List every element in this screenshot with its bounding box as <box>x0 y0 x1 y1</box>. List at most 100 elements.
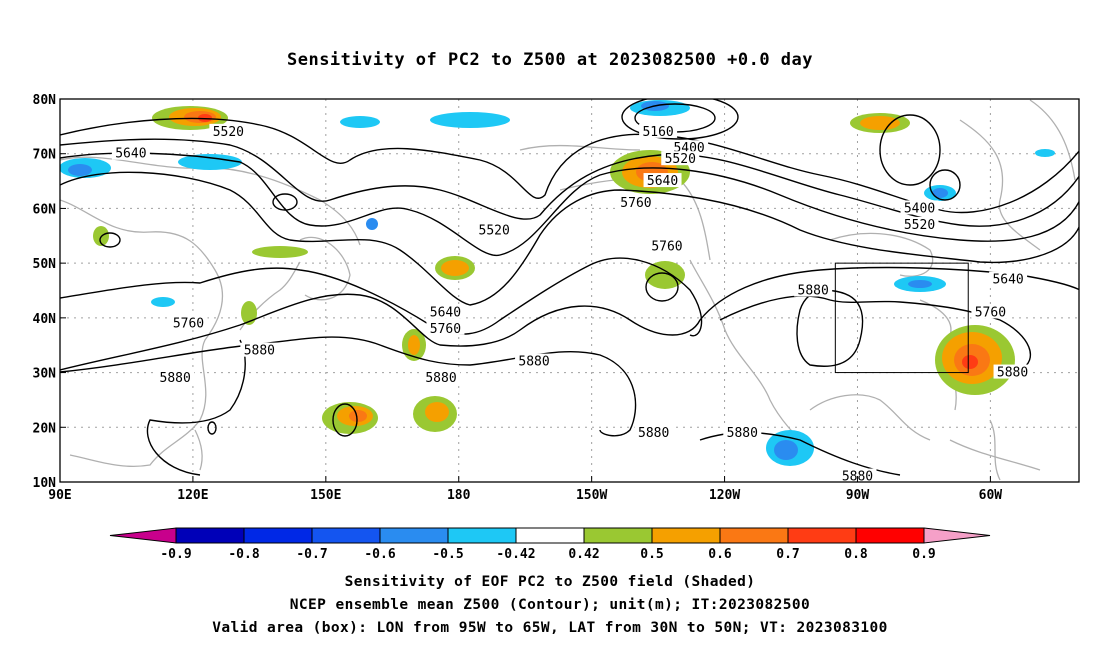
colorbar-segment <box>311 527 381 544</box>
colorbar-label: -0.42 <box>496 547 535 562</box>
lon-tick-label: 90E <box>48 488 71 503</box>
colorbar: -0.9 -0.8 -0.7 -0.6 -0.5 -0.42 0.42 0.5 0.6 0.7 0.… <box>109 527 991 562</box>
colorbar-high-triangle <box>923 527 991 544</box>
colorbar-label: 0.9 <box>912 547 935 562</box>
colorbar-segment <box>651 527 721 544</box>
contour-label: 5640 <box>992 273 1023 288</box>
latitude-labels: 80N 70N 60N 50N 40N 30N 20N 10N <box>33 93 66 491</box>
contour-label-bg <box>900 216 939 231</box>
contour-label-bg <box>515 353 554 368</box>
colorbar-label: 0.8 <box>844 547 868 562</box>
contour-label: 5880 <box>518 355 549 370</box>
colorbar-label: 0.6 <box>708 547 732 562</box>
contour-label-bg <box>993 364 1032 379</box>
contour-label: 5640 <box>647 174 678 189</box>
caption-line-1: Sensitivity of EOF PC2 to Z500 field (Sh… <box>344 574 756 590</box>
contour-label-bg <box>209 123 248 138</box>
contour-label-bg <box>426 304 465 319</box>
contour-label: 5760 <box>975 305 1006 320</box>
contour-label: 5760 <box>620 196 651 211</box>
contour-label: 5520 <box>904 218 935 233</box>
colorbar-segment <box>515 527 585 544</box>
contour-label: 5880 <box>798 284 829 299</box>
contour-label-bg <box>111 145 150 160</box>
contour-label-bg <box>422 370 461 385</box>
colorbar-label: -0.8 <box>228 547 259 562</box>
lat-tick-label: 30N <box>33 367 57 382</box>
contour-label-bg <box>616 194 655 209</box>
colorbar-segment <box>719 527 789 544</box>
contour-label: 5760 <box>173 316 204 331</box>
lat-tick-label: 10N <box>33 476 57 491</box>
lon-tick-label: 180 <box>447 488 471 503</box>
contour-label-bg <box>647 238 686 253</box>
contour-label-bg <box>475 222 514 237</box>
contour-label: 5760 <box>430 322 461 337</box>
contour-label: 5880 <box>638 426 669 441</box>
contour-label: 5880 <box>244 344 275 359</box>
colorbar-label: -0.6 <box>364 547 395 562</box>
contour-label: 5880 <box>425 371 456 386</box>
contour-label: 5400 <box>904 201 935 216</box>
contour-label-bg <box>634 424 673 439</box>
contour-label-bg <box>794 282 833 297</box>
colorbar-segment <box>243 527 313 544</box>
colorbar-segment <box>379 527 449 544</box>
lon-tick-label: 150W <box>576 488 607 503</box>
lat-tick-label: 50N <box>33 257 57 272</box>
valid-area-box <box>834 262 969 374</box>
colorbar-segment <box>447 527 517 544</box>
contour-labels: 5520564051605400552056405760552057605400… <box>111 123 1032 485</box>
colorbar-low-triangle <box>109 527 177 544</box>
colorbar-label: -0.7 <box>296 547 327 562</box>
colorbar-label: -0.5 <box>432 547 463 562</box>
graticule <box>60 99 1079 482</box>
contour-label-bg <box>639 123 678 138</box>
lon-tick-label: 90W <box>846 488 870 503</box>
colorbar-segment <box>175 527 245 544</box>
lon-tick-label: 120E <box>177 488 208 503</box>
contour-label-bg <box>661 151 700 166</box>
caption-line-2: NCEP ensemble mean Z500 (Contour); unit(… <box>289 597 811 613</box>
contour-label: 5880 <box>997 366 1028 381</box>
contour-label-bg <box>240 342 279 357</box>
colorbar-label: -0.9 <box>160 547 191 562</box>
contour-label: 5760 <box>651 240 682 255</box>
contour-label: 5160 <box>642 125 673 140</box>
colorbar-segment <box>855 527 925 544</box>
caption-line-3: Valid area (box): LON from 95W to 65W, L… <box>212 620 888 636</box>
colorbar-segment <box>787 527 857 544</box>
lat-tick-label: 70N <box>33 148 57 163</box>
contour-label: 5880 <box>160 371 191 386</box>
contour-label: 5880 <box>727 426 758 441</box>
lon-tick-label: 60W <box>979 488 1003 503</box>
colorbar-segment <box>583 527 653 544</box>
contour-label: 5520 <box>213 125 244 140</box>
contour-label: 5520 <box>479 223 510 238</box>
figure-title: Sensitivity of PC2 to Z500 at 2023082500… <box>286 50 813 70</box>
contour-label-bg <box>426 320 465 335</box>
lat-tick-label: 40N <box>33 312 57 327</box>
lat-tick-label: 20N <box>33 421 57 436</box>
contour-label-bg <box>971 304 1010 319</box>
contour-label-bg <box>169 315 208 330</box>
coastlines <box>60 99 1076 481</box>
contour-label-bg <box>723 424 762 439</box>
lat-tick-label: 80N <box>33 93 57 108</box>
contour-label-bg <box>838 468 877 483</box>
contour-label: 5640 <box>430 305 461 320</box>
colorbar-label: 0.5 <box>640 547 663 562</box>
contour-label: 5520 <box>665 152 696 167</box>
longitude-labels: 90E 120E 150E 180 150W 120W 90W 60W <box>48 476 1002 503</box>
contour-label-bg <box>989 271 1028 286</box>
contour-label-bg <box>156 370 195 385</box>
lon-tick-label: 150E <box>310 488 341 503</box>
colorbar-label: 0.42 <box>568 547 599 562</box>
colorbar-label: 0.7 <box>776 547 799 562</box>
lon-tick-label: 120W <box>709 488 740 503</box>
contour-label-bg <box>670 140 709 155</box>
lat-tick-label: 60N <box>33 202 57 217</box>
plot-frame <box>59 98 1080 483</box>
contour-label-bg <box>900 200 939 215</box>
